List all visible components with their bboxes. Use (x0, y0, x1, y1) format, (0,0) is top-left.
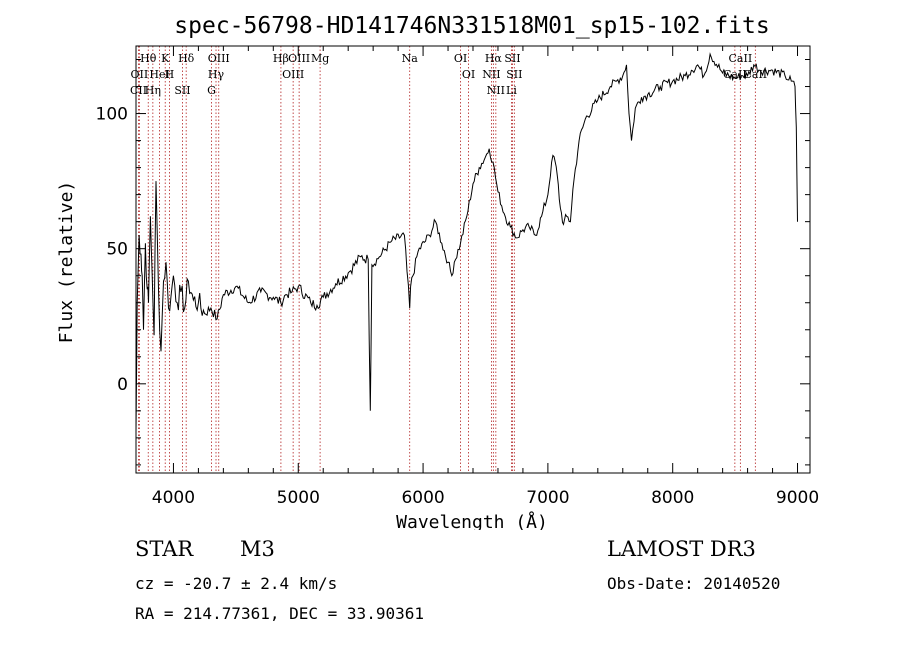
redshift-velocity: cz = -20.7 ± 2.4 km/s (135, 574, 338, 593)
x-tick-label: 4000 (152, 488, 195, 508)
observation-date: Obs-Date: 20140520 (607, 574, 781, 593)
line-label: CII (130, 84, 147, 97)
line-label: G (207, 84, 216, 97)
x-tick-label: 9000 (776, 488, 819, 508)
line-label: OIII (208, 52, 230, 65)
y-tick-label: 50 (106, 240, 128, 260)
line-label: Hθ (140, 52, 157, 65)
line-label: NII (482, 68, 500, 81)
line-label: OI (462, 68, 475, 81)
line-label: Li (506, 84, 517, 97)
line-label: OII (131, 68, 149, 81)
line-label: CaII (729, 52, 753, 65)
line-label: CaII (743, 68, 767, 81)
sky-coordinates: RA = 214.77361, DEC = 33.90361 (135, 604, 424, 623)
line-label: SII (506, 68, 522, 81)
x-tick-label: 8000 (651, 488, 694, 508)
y-tick-label: 0 (117, 375, 128, 395)
line-label: Hγ (208, 68, 225, 81)
line-label: OI (454, 52, 467, 65)
y-axis-label: Flux (relative) (56, 181, 77, 344)
line-label: SII (174, 84, 190, 97)
line-label: SII (504, 52, 520, 65)
line-label: OIII (288, 52, 310, 65)
line-label: H (165, 68, 175, 81)
line-label: Mg (311, 52, 329, 65)
line-label: K (161, 52, 170, 65)
line-label: Hη (145, 84, 161, 97)
x-axis-label: Wavelength (Å) (396, 511, 548, 530)
y-tick-label: 100 (96, 105, 128, 125)
x-tick-label: 6000 (401, 488, 444, 508)
spectral-line-markers (138, 46, 756, 473)
line-label: NII (487, 84, 505, 97)
x-tick-label: 7000 (526, 488, 569, 508)
spectrum-plot: spec-56798-HD141746N331518M01_sp15-102.f… (56, 13, 819, 533)
line-label: OIII (282, 68, 304, 81)
chart-title: spec-56798-HD141746N331518M01_sp15-102.f… (174, 13, 769, 39)
line-label: Hα (485, 52, 503, 65)
line-label: HeI (149, 68, 169, 81)
spectrum-line (135, 52, 798, 433)
survey-name: LAMOST DR3 (607, 537, 756, 561)
line-label: Hδ (178, 52, 195, 65)
x-tick-label: 5000 (277, 488, 320, 508)
line-label: Hβ (273, 52, 289, 65)
object-subclass: M3 (240, 537, 275, 561)
axis-ticks: 4000 5000 6000 7000 8000 9000 0 50 100 (96, 46, 819, 508)
object-type: STAR (135, 537, 194, 561)
line-label: Na (402, 52, 419, 65)
plot-frame (135, 45, 811, 474)
